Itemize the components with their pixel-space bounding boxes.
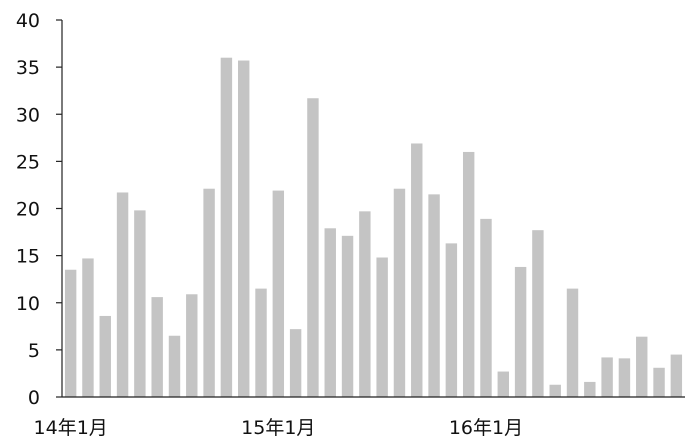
bar	[307, 98, 319, 397]
bar	[341, 235, 354, 397]
y-tick-label: 30	[16, 104, 40, 126]
y-tick-label: 0	[28, 387, 40, 409]
y-tick-label: 10	[16, 293, 40, 315]
bar	[359, 211, 371, 397]
bar	[532, 230, 544, 397]
bar	[168, 335, 181, 397]
bar	[116, 192, 129, 397]
bar	[151, 297, 163, 397]
y-tick-label: 20	[16, 199, 40, 221]
bar	[186, 294, 198, 397]
bar	[445, 243, 458, 397]
bar	[497, 371, 509, 397]
bar	[584, 381, 596, 397]
bar	[82, 258, 94, 397]
bar	[255, 288, 267, 397]
bar	[272, 190, 285, 397]
bar	[462, 151, 475, 397]
x-tick-label: 16年1月	[449, 417, 523, 439]
bar	[220, 57, 233, 397]
bar	[549, 384, 561, 397]
bars	[64, 57, 683, 397]
bar	[64, 269, 77, 397]
bar	[636, 336, 648, 397]
bar	[376, 257, 388, 397]
x-axis: 14年1月 15年1月 16年1月	[34, 396, 685, 439]
bar	[393, 188, 406, 397]
bar	[670, 354, 683, 397]
y-tick-label: 35	[16, 57, 40, 79]
bar	[99, 315, 111, 397]
bar	[514, 266, 527, 397]
bar	[134, 210, 146, 397]
y-tick-label: 25	[16, 151, 40, 173]
x-tick-label: 14年1月	[34, 417, 108, 439]
y-tick-label: 15	[16, 246, 40, 268]
bar	[428, 194, 440, 397]
bar	[480, 218, 492, 397]
bar	[618, 358, 631, 397]
bar	[238, 60, 250, 397]
bar	[203, 188, 215, 397]
y-axis: 0 5 10 15 20 25 30 35 40	[16, 10, 63, 409]
bar	[411, 143, 423, 397]
bar	[601, 357, 613, 397]
bar	[289, 329, 302, 397]
bar	[324, 228, 336, 397]
x-tick-label: 15年1月	[241, 417, 315, 439]
y-tick-label: 40	[16, 10, 40, 32]
y-tick-label: 5	[28, 340, 40, 362]
bar	[566, 288, 579, 397]
bar	[653, 367, 665, 397]
